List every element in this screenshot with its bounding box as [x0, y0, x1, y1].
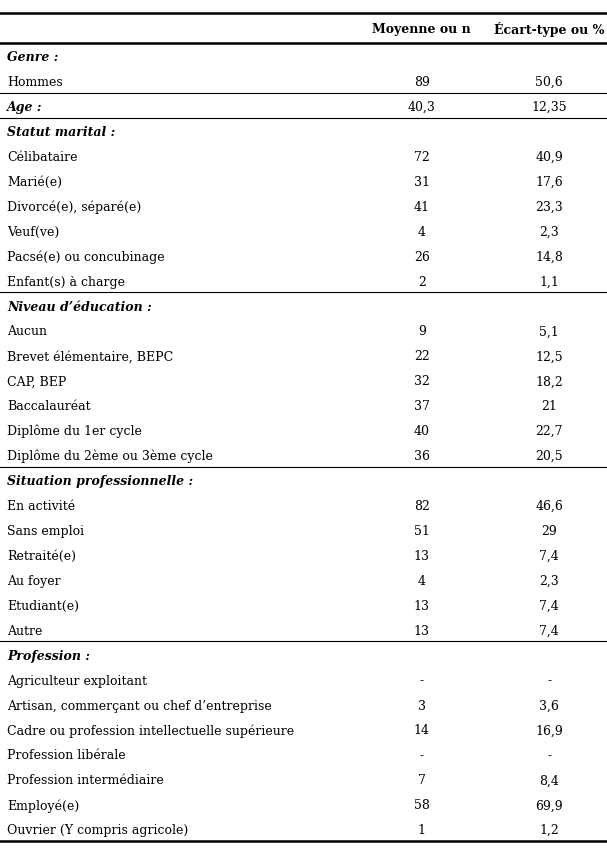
Text: 41: 41	[414, 201, 430, 214]
Text: 58: 58	[414, 799, 430, 812]
Text: Hommes: Hommes	[7, 76, 63, 89]
Text: Cadre ou profession intellectuelle supérieure: Cadre ou profession intellectuelle supér…	[7, 724, 294, 738]
Text: Situation professionnelle :: Situation professionnelle :	[7, 475, 194, 488]
Text: Statut marital :: Statut marital :	[7, 126, 115, 139]
Text: Écart-type ou %: Écart-type ou %	[494, 21, 605, 37]
Text: 7: 7	[418, 775, 426, 787]
Text: Profession :: Profession :	[7, 650, 90, 663]
Text: 3: 3	[418, 699, 426, 712]
Text: Employé(e): Employé(e)	[7, 799, 80, 812]
Text: 1,2: 1,2	[540, 824, 559, 837]
Text: -: -	[548, 675, 551, 687]
Text: Age :: Age :	[7, 101, 42, 114]
Text: -: -	[548, 749, 551, 763]
Text: 2,3: 2,3	[540, 226, 559, 239]
Text: 7,4: 7,4	[540, 550, 559, 563]
Text: 4: 4	[418, 575, 426, 588]
Text: 82: 82	[414, 500, 430, 513]
Text: 17,6: 17,6	[535, 176, 563, 189]
Text: Célibataire: Célibataire	[7, 151, 78, 164]
Text: Veuf(ve): Veuf(ve)	[7, 226, 59, 239]
Text: Genre :: Genre :	[7, 51, 59, 64]
Text: Etudiant(e): Etudiant(e)	[7, 600, 80, 613]
Text: 1: 1	[418, 824, 426, 837]
Text: 1,1: 1,1	[540, 275, 559, 289]
Text: 21: 21	[541, 400, 557, 413]
Text: 22: 22	[414, 351, 430, 363]
Text: Ouvrier (Y compris agricole): Ouvrier (Y compris agricole)	[7, 824, 189, 837]
Text: Diplôme du 1er cycle: Diplôme du 1er cycle	[7, 425, 142, 439]
Text: 14: 14	[414, 724, 430, 738]
Text: 16,9: 16,9	[535, 724, 563, 738]
Text: Moyenne ou n: Moyenne ou n	[373, 22, 471, 36]
Text: 46,6: 46,6	[535, 500, 563, 513]
Text: -: -	[420, 749, 424, 763]
Text: En activité: En activité	[7, 500, 75, 513]
Text: 2,3: 2,3	[540, 575, 559, 588]
Text: 31: 31	[414, 176, 430, 189]
Text: 13: 13	[414, 600, 430, 613]
Text: CAP, BEP: CAP, BEP	[7, 375, 67, 388]
Text: Profession intermédiaire: Profession intermédiaire	[7, 775, 164, 787]
Text: 72: 72	[414, 151, 430, 164]
Text: -: -	[420, 675, 424, 687]
Text: Pacsé(e) ou concubinage: Pacsé(e) ou concubinage	[7, 251, 165, 264]
Text: 40: 40	[414, 425, 430, 439]
Text: 89: 89	[414, 76, 430, 89]
Text: Autre: Autre	[7, 625, 42, 638]
Text: 22,7: 22,7	[535, 425, 563, 439]
Text: 32: 32	[414, 375, 430, 388]
Text: 8,4: 8,4	[540, 775, 559, 787]
Text: 36: 36	[414, 451, 430, 463]
Text: Diplôme du 2ème ou 3ème cycle: Diplôme du 2ème ou 3ème cycle	[7, 450, 213, 463]
Text: Au foyer: Au foyer	[7, 575, 61, 588]
Text: 69,9: 69,9	[535, 799, 563, 812]
Text: Brevet élémentaire, BEPC: Brevet élémentaire, BEPC	[7, 351, 174, 363]
Text: 2: 2	[418, 275, 426, 289]
Text: 4: 4	[418, 226, 426, 239]
Text: Baccalauréat: Baccalauréat	[7, 400, 91, 413]
Text: 29: 29	[541, 525, 557, 538]
Text: 12,35: 12,35	[532, 101, 567, 114]
Text: 23,3: 23,3	[535, 201, 563, 214]
Text: Marié(e): Marié(e)	[7, 176, 63, 189]
Text: 7,4: 7,4	[540, 625, 559, 638]
Text: 37: 37	[414, 400, 430, 413]
Text: Profession libérale: Profession libérale	[7, 749, 126, 763]
Text: 20,5: 20,5	[535, 451, 563, 463]
Text: 9: 9	[418, 326, 426, 339]
Text: Aucun: Aucun	[7, 326, 47, 339]
Text: 12,5: 12,5	[535, 351, 563, 363]
Text: Agriculteur exploitant: Agriculteur exploitant	[7, 675, 148, 687]
Text: 13: 13	[414, 550, 430, 563]
Text: 26: 26	[414, 251, 430, 263]
Text: Sans emploi: Sans emploi	[7, 525, 84, 538]
Text: 14,8: 14,8	[535, 251, 563, 263]
Text: Artisan, commerçant ou chef d’entreprise: Artisan, commerçant ou chef d’entreprise	[7, 699, 272, 712]
Text: 3,6: 3,6	[540, 699, 559, 712]
Text: 5,1: 5,1	[540, 326, 559, 339]
Text: 13: 13	[414, 625, 430, 638]
Text: Niveau d’éducation :: Niveau d’éducation :	[7, 301, 152, 314]
Text: Retraité(e): Retraité(e)	[7, 550, 76, 563]
Text: Enfant(s) à charge: Enfant(s) à charge	[7, 275, 125, 289]
Text: 40,9: 40,9	[535, 151, 563, 164]
Text: 51: 51	[414, 525, 430, 538]
Text: 18,2: 18,2	[535, 375, 563, 388]
Text: 40,3: 40,3	[408, 101, 436, 114]
Text: 7,4: 7,4	[540, 600, 559, 613]
Text: Divorcé(e), séparé(e): Divorcé(e), séparé(e)	[7, 201, 141, 214]
Text: 50,6: 50,6	[535, 76, 563, 89]
